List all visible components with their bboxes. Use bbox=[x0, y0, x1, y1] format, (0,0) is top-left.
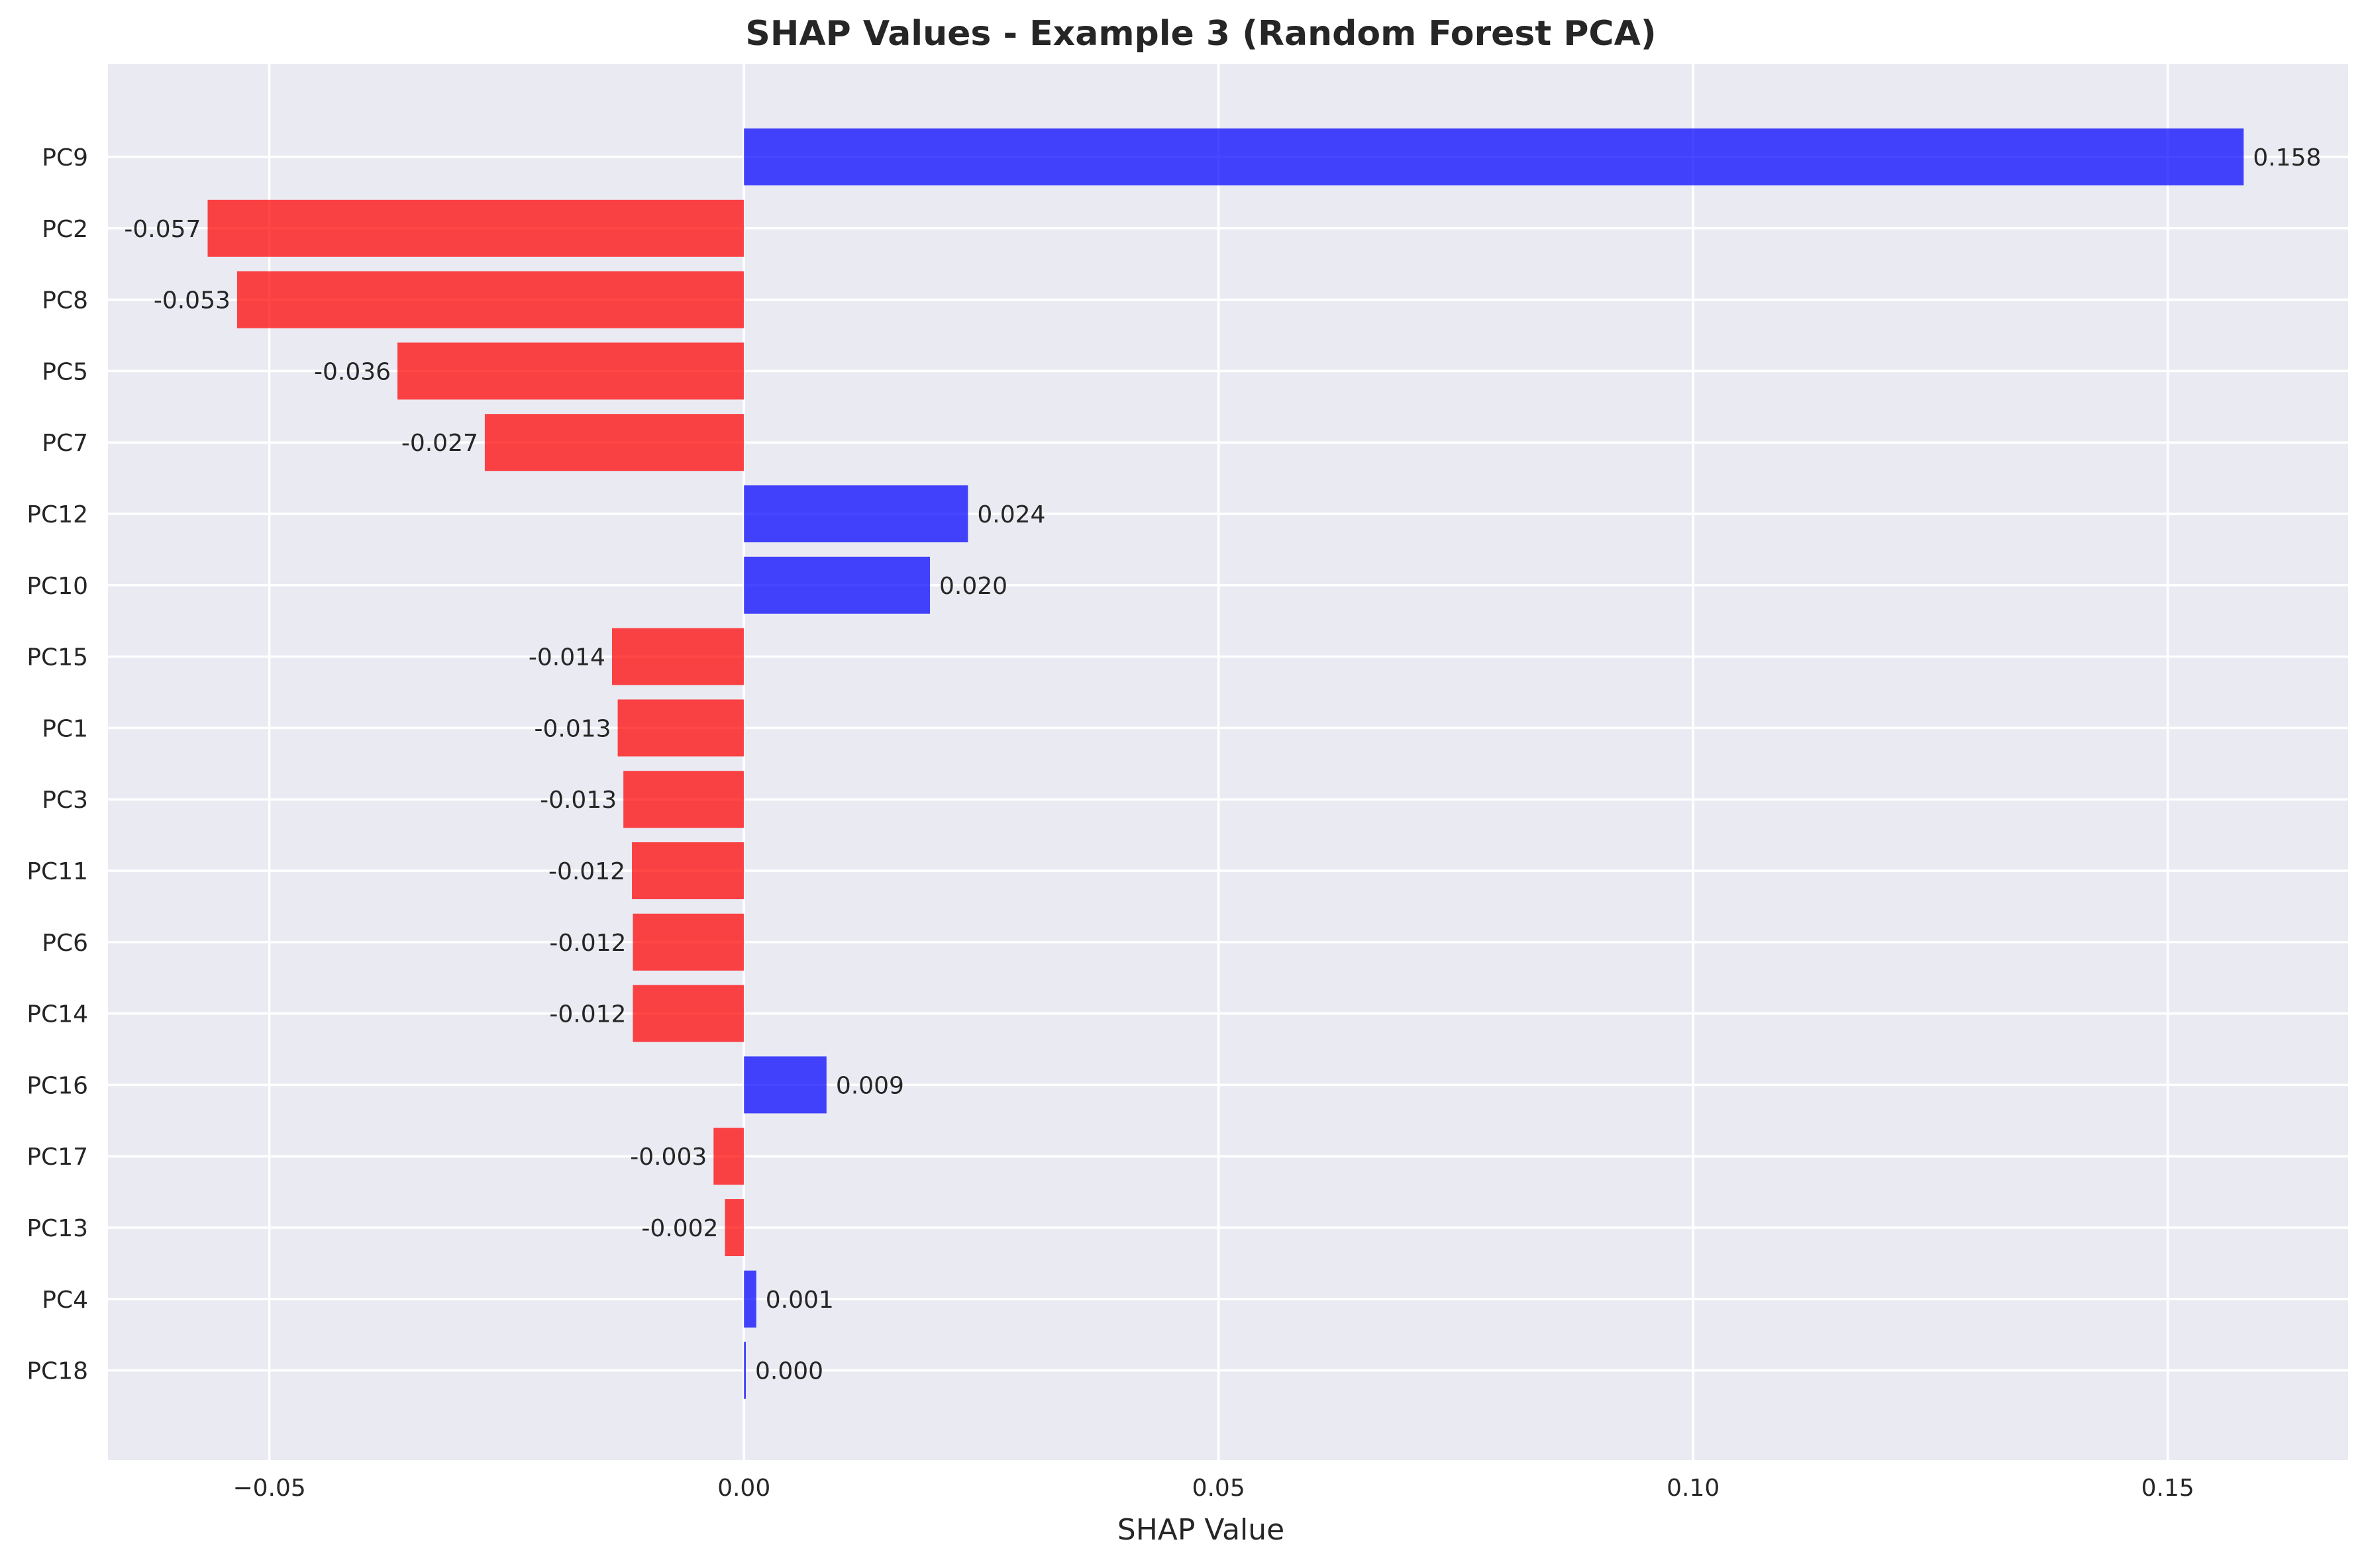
value-label-pc9: 0.158 bbox=[2253, 144, 2321, 172]
y-tick-label-pc16: PC16 bbox=[26, 1072, 88, 1099]
bar-pc12 bbox=[744, 485, 968, 542]
y-tick-label-pc1: PC1 bbox=[42, 715, 88, 742]
bar-pc15 bbox=[611, 628, 745, 685]
y-tick-labels: PC9 PC2 PC8 PC5 PC7 PC12 PC10 PC15 PC1 PC3 PC11 PC6… bbox=[26, 144, 88, 1385]
value-label-pc15: -0.014 bbox=[529, 644, 605, 671]
bar-pc7 bbox=[484, 414, 745, 471]
value-label-pc13: -0.002 bbox=[641, 1215, 718, 1242]
value-label-pc3: -0.013 bbox=[540, 787, 617, 814]
y-tick-label-pc15: PC15 bbox=[26, 644, 88, 671]
y-tick-label-pc9: PC9 bbox=[42, 144, 88, 172]
value-label-pc5: -0.036 bbox=[314, 358, 391, 385]
bar-pc9 bbox=[744, 128, 2244, 185]
value-label-pc6: -0.012 bbox=[549, 930, 626, 957]
bar-pc16 bbox=[744, 1056, 827, 1114]
value-label-pc8: -0.053 bbox=[154, 287, 231, 315]
value-label-pc10: 0.020 bbox=[939, 573, 1007, 600]
y-tick-label-pc4: PC4 bbox=[42, 1287, 88, 1314]
x-tick-labels: −0.05 0.00 0.05 0.10 0.15 bbox=[232, 1475, 2194, 1502]
value-label-pc11: -0.012 bbox=[548, 858, 625, 885]
y-tick-label-pc7: PC7 bbox=[42, 430, 88, 457]
bar-pc2 bbox=[207, 199, 745, 257]
value-label-pc1: -0.013 bbox=[534, 715, 611, 742]
x-tick-label: 0.05 bbox=[1192, 1475, 1245, 1502]
y-tick-label-pc5: PC5 bbox=[42, 358, 88, 385]
bar-pc3 bbox=[623, 771, 745, 828]
bar-pc14 bbox=[633, 985, 745, 1042]
y-tick-label-pc14: PC14 bbox=[26, 1001, 88, 1028]
y-tick-label-pc18: PC18 bbox=[26, 1358, 88, 1385]
value-label-pc16: 0.009 bbox=[836, 1072, 904, 1099]
y-tick-label-pc12: PC12 bbox=[26, 501, 88, 528]
value-label-pc18: 0.000 bbox=[755, 1358, 823, 1385]
y-tick-label-pc6: PC6 bbox=[42, 930, 88, 957]
bar-pc11 bbox=[632, 842, 745, 899]
y-tick-label-pc13: PC13 bbox=[26, 1215, 88, 1242]
bar-pc1 bbox=[617, 699, 745, 757]
y-tick-label-pc2: PC2 bbox=[42, 216, 88, 243]
value-label-pc17: -0.003 bbox=[630, 1144, 707, 1171]
y-tick-label-pc8: PC8 bbox=[42, 287, 88, 315]
value-label-pc2: -0.057 bbox=[124, 216, 201, 243]
y-tick-label-pc17: PC17 bbox=[26, 1144, 88, 1171]
value-label-pc14: -0.012 bbox=[549, 1001, 626, 1028]
y-tick-label-pc3: PC3 bbox=[42, 787, 88, 814]
x-axis-label: SHAP Value bbox=[1117, 1513, 1284, 1547]
value-label-pc7: -0.027 bbox=[401, 430, 478, 457]
bar-pc6 bbox=[633, 913, 745, 971]
value-label-pc12: 0.024 bbox=[977, 501, 1045, 528]
bars bbox=[207, 128, 2244, 1399]
bar-pc5 bbox=[397, 342, 745, 400]
bar-pc18 bbox=[744, 1342, 746, 1399]
x-tick-label: 0.00 bbox=[717, 1475, 770, 1502]
bar-pc8 bbox=[236, 271, 745, 328]
bar-pc17 bbox=[713, 1128, 745, 1185]
x-tick-label: 0.15 bbox=[2141, 1475, 2194, 1502]
value-label-pc4: 0.001 bbox=[766, 1287, 834, 1314]
bar-pc4 bbox=[744, 1270, 756, 1328]
bar-pc13 bbox=[725, 1199, 745, 1256]
x-tick-label: 0.10 bbox=[1667, 1475, 1720, 1502]
grid-lines bbox=[108, 64, 2348, 1460]
y-tick-label-pc10: PC10 bbox=[26, 573, 88, 600]
y-tick-label-pc11: PC11 bbox=[26, 858, 88, 885]
bar-pc10 bbox=[744, 556, 931, 614]
chart-title: SHAP Values - Example 3 (Random Forest P… bbox=[745, 14, 1656, 54]
x-tick-label: −0.05 bbox=[232, 1475, 305, 1502]
data-labels: 0.158 -0.057 -0.053 -0.036 -0.027 0.024 0.020 -… bbox=[124, 144, 2321, 1385]
